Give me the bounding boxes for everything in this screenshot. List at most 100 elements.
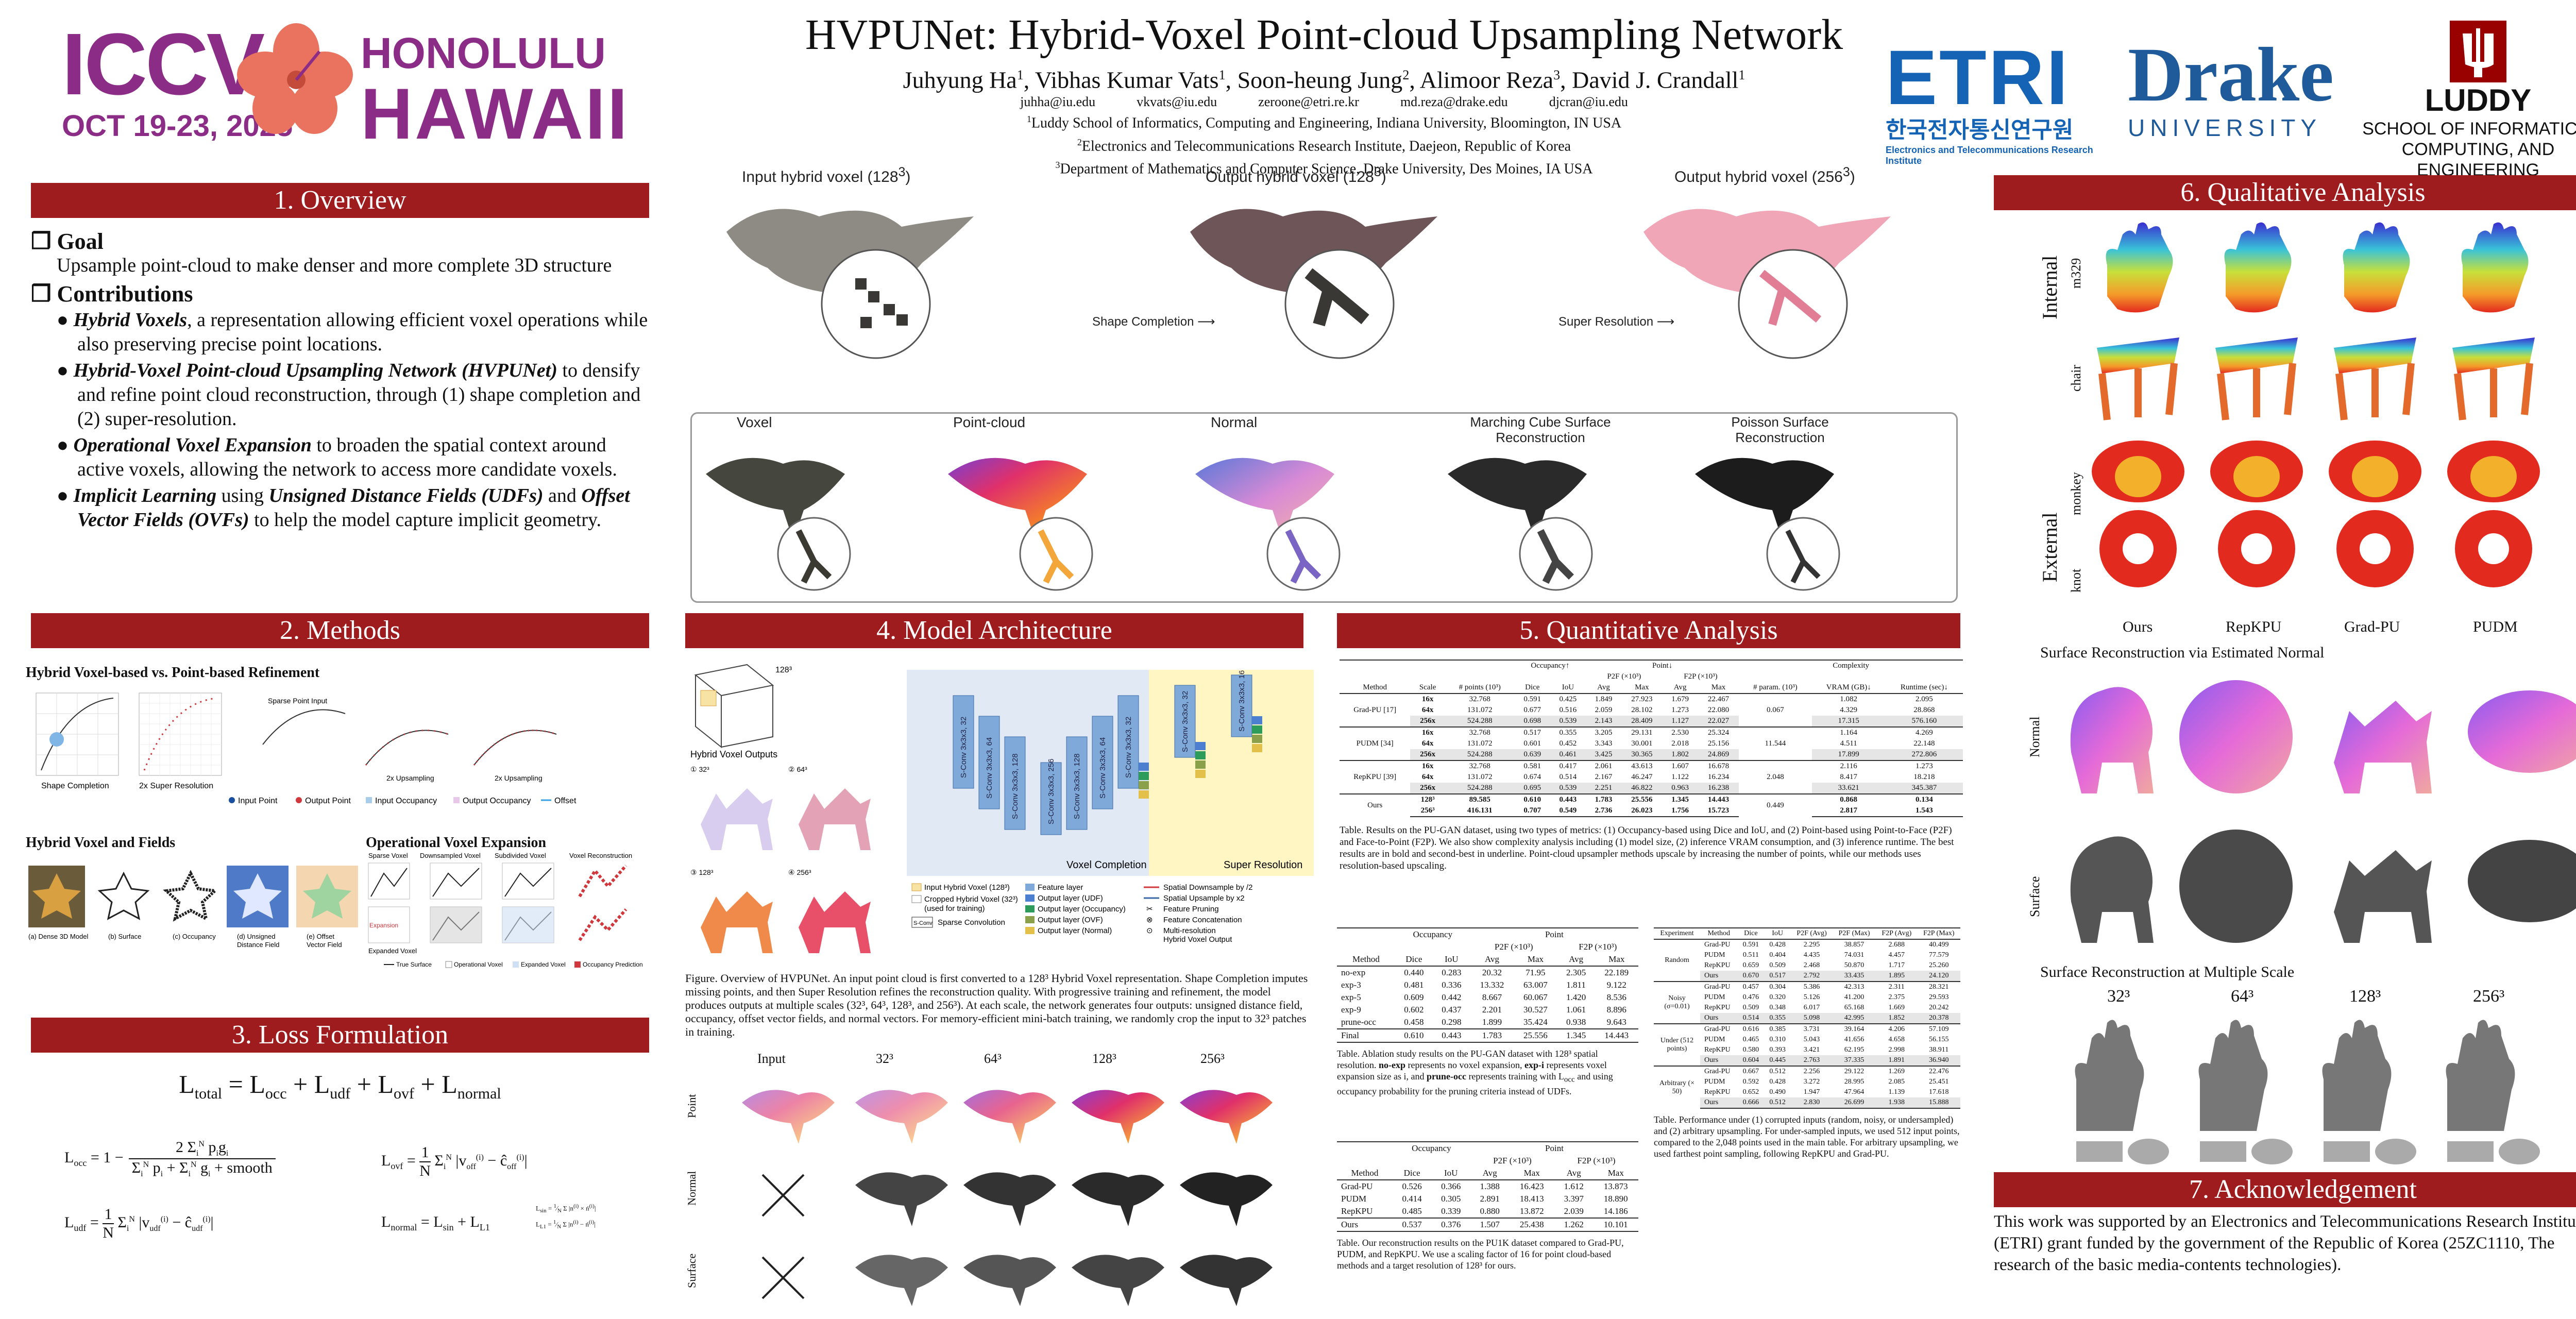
table-cell: 16.234 <box>1707 773 1730 781</box>
table-column-header: P2F (Avg) <box>1790 927 1833 940</box>
table-cell: 0.592 <box>1742 1078 1759 1086</box>
table-cell: 1.891 <box>1876 1055 1918 1066</box>
table-cell: 1.783 <box>1585 793 1622 805</box>
table-row: Under (512 points) Grad-PU 0.616 0.385 3.731… <box>1654 1023 1960 1066</box>
field-cap-b: (b) Surface <box>108 933 141 940</box>
table-cell: 5.126 <box>1803 993 1820 1001</box>
th-blank <box>1340 660 1411 671</box>
table-cell: 0.442 <box>1442 992 1462 1002</box>
table-cell: 0.604 <box>1737 1055 1765 1066</box>
rep-label-point: Point-cloud <box>953 414 1026 430</box>
table-cell: 15.723 <box>1698 805 1739 817</box>
table-header-row: Occupancy Point <box>1337 1141 1638 1155</box>
table-cell: 0.517 <box>1514 726 1550 738</box>
contribution-emphasis: Hybrid-Voxel Point-cloud Upsampling Netw… <box>73 360 557 381</box>
table-cell: 2.688 <box>1876 939 1918 950</box>
table-cell: 0.695 <box>1514 783 1550 794</box>
table-cell: 57.109 <box>1917 1023 1960 1035</box>
goal-title: ❒ Goal <box>31 229 654 253</box>
point-upsampling-panels <box>262 709 557 766</box>
table-cell: 524.288 <box>1445 716 1515 727</box>
table-cell: 0.667 <box>1737 1066 1765 1077</box>
table-cell: 1.273 <box>1885 760 1963 772</box>
table-cell: 46.247 <box>1631 773 1653 781</box>
table-cell: 1.164 <box>1811 726 1886 738</box>
table-cell: 25.324 <box>1698 726 1739 738</box>
table-column-header: Method <box>1700 927 1738 940</box>
iccv-wordmark: ICCV <box>62 15 265 113</box>
table-cell: 26.023 <box>1621 805 1663 817</box>
author-name: Soon-heung Jung <box>1237 66 1403 93</box>
table-cell: 1.783 <box>1470 1028 1514 1043</box>
th-blank <box>1445 660 1515 671</box>
table-column-header: P2F (Max) <box>1833 927 1876 940</box>
table-cell: 5.043 <box>1803 1036 1820 1043</box>
table-cell: 0.539 <box>1550 716 1586 727</box>
table-cell: 1.345 <box>1662 793 1698 805</box>
table-cell: prune-occ <box>1341 1017 1376 1027</box>
surface-row <box>761 1255 1273 1306</box>
table-cell: 25.556 <box>1514 1028 1557 1043</box>
svg-text:(used for training): (used for training) <box>924 904 985 913</box>
field-cap-d: (d) Unsigned <box>237 933 275 940</box>
loss-occ-equation: Locc = 1 − 2 ΣiN pigi ΣiN pi + ΣiN gi + … <box>64 1139 276 1179</box>
bird-pointcloud <box>948 458 1093 591</box>
svg-text:Input Point: Input Point <box>238 797 278 805</box>
table-cell: 5.098 <box>1790 1013 1833 1024</box>
th-blank <box>1445 671 1515 682</box>
table-cell: 30.527 <box>1523 1005 1548 1014</box>
qualitative-heading: 6. Qualitative Analysis <box>1994 175 2576 210</box>
svg-text:Feature Concatenation: Feature Concatenation <box>1163 916 1242 924</box>
table-cell: 33.435 <box>1833 971 1876 982</box>
svg-text:Hybrid Voxel Output: Hybrid Voxel Output <box>1163 935 1232 944</box>
table-cell: 30.365 <box>1621 749 1663 760</box>
table-cell: 41.656 <box>1844 1036 1865 1043</box>
table-column-header: Max <box>1509 1167 1554 1180</box>
table-cell: 25.556 <box>1621 793 1663 805</box>
table-cell: 0.417 <box>1550 760 1586 772</box>
table-cell: 131.072 <box>1467 706 1493 714</box>
table-cell: 2.143 <box>1585 716 1622 727</box>
field-cap-a: (a) Dense 3D Model <box>28 933 88 940</box>
th-blank <box>1337 1141 1393 1155</box>
methods-sub1: Hybrid Voxel-based vs. Point-based Refin… <box>26 665 320 681</box>
table-cell: 1.899 <box>1482 1017 1502 1027</box>
th-p2f: P2F (×10³) <box>1607 672 1641 681</box>
table-column-header: Max <box>1593 1167 1638 1180</box>
ablation-table-wrap: Occupancy Point P2F (×10³) F2P (×10³) Method… <box>1337 927 1638 1097</box>
goal-title-text: Goal <box>57 229 104 254</box>
table-header-row: P2F (×10³) F2P (×10³) <box>1340 671 1963 682</box>
table-cell: 64x <box>1421 739 1434 748</box>
table-column-header: F2P (Avg) <box>1876 927 1918 940</box>
input-voxel-label: Input hybrid voxel (1283) <box>742 165 911 185</box>
svg-text:✂: ✂ <box>1146 905 1153 914</box>
table-column-header: Method <box>1337 1167 1393 1180</box>
table-cell: RepKPU <box>1704 1004 1731 1011</box>
table-cell: 1.669 <box>1888 1004 1905 1011</box>
table-cell: exp-3 <box>1341 980 1361 990</box>
table-cell: 0.511 <box>1742 951 1759 959</box>
bird-poisson <box>1695 458 1840 591</box>
loss-total-equation: Ltotal = Locc + Ludf + Lovf + Lnormal <box>179 1070 501 1102</box>
bird-normal <box>1195 458 1341 591</box>
table-column-header: Dice <box>1737 927 1765 940</box>
table-header-row: Experiment Method Dice IoU P2F (Avg) P2F (Max… <box>1654 927 1960 940</box>
architecture-diagram: 128³ S-Conv 3x3x3, 32 S-Conv 3x3x3, 64 S… <box>690 664 1314 953</box>
table-cell: 14.443 <box>1595 1028 1638 1043</box>
representation-panel <box>690 412 1958 603</box>
table-cell: 64x <box>1421 706 1434 714</box>
table-cell: 25.260 <box>1929 961 1949 969</box>
author-name: Vibhas Kumar Vats <box>1035 66 1219 93</box>
table-cell: 0.674 <box>1523 773 1541 781</box>
table-cell: Ours <box>1700 971 1738 982</box>
table-cell: 0.591 <box>1514 693 1550 705</box>
svg-text:S-Conv 3x3x3, 256: S-Conv 3x3x3, 256 <box>1047 758 1056 824</box>
table-row: RepKPU 0.659 0.509 2.468 50.870 1.717 25.260 <box>1654 960 1960 971</box>
table-cell: 2.167 <box>1595 773 1613 781</box>
table-row: exp-9 0.602 0.437 2.201 30.527 1.061 8.896 <box>1337 1004 1638 1016</box>
table-cell: 2.530 <box>1662 726 1698 738</box>
rep-label-normal: Normal <box>1211 414 1258 430</box>
table-cell: 8.536 <box>1606 992 1626 1002</box>
table-cell: 0.652 <box>1742 1088 1759 1096</box>
table-row: Noisy (σ=0.01) Grad-PU 0.457 0.304 5.386 42.3… <box>1654 981 1960 1024</box>
